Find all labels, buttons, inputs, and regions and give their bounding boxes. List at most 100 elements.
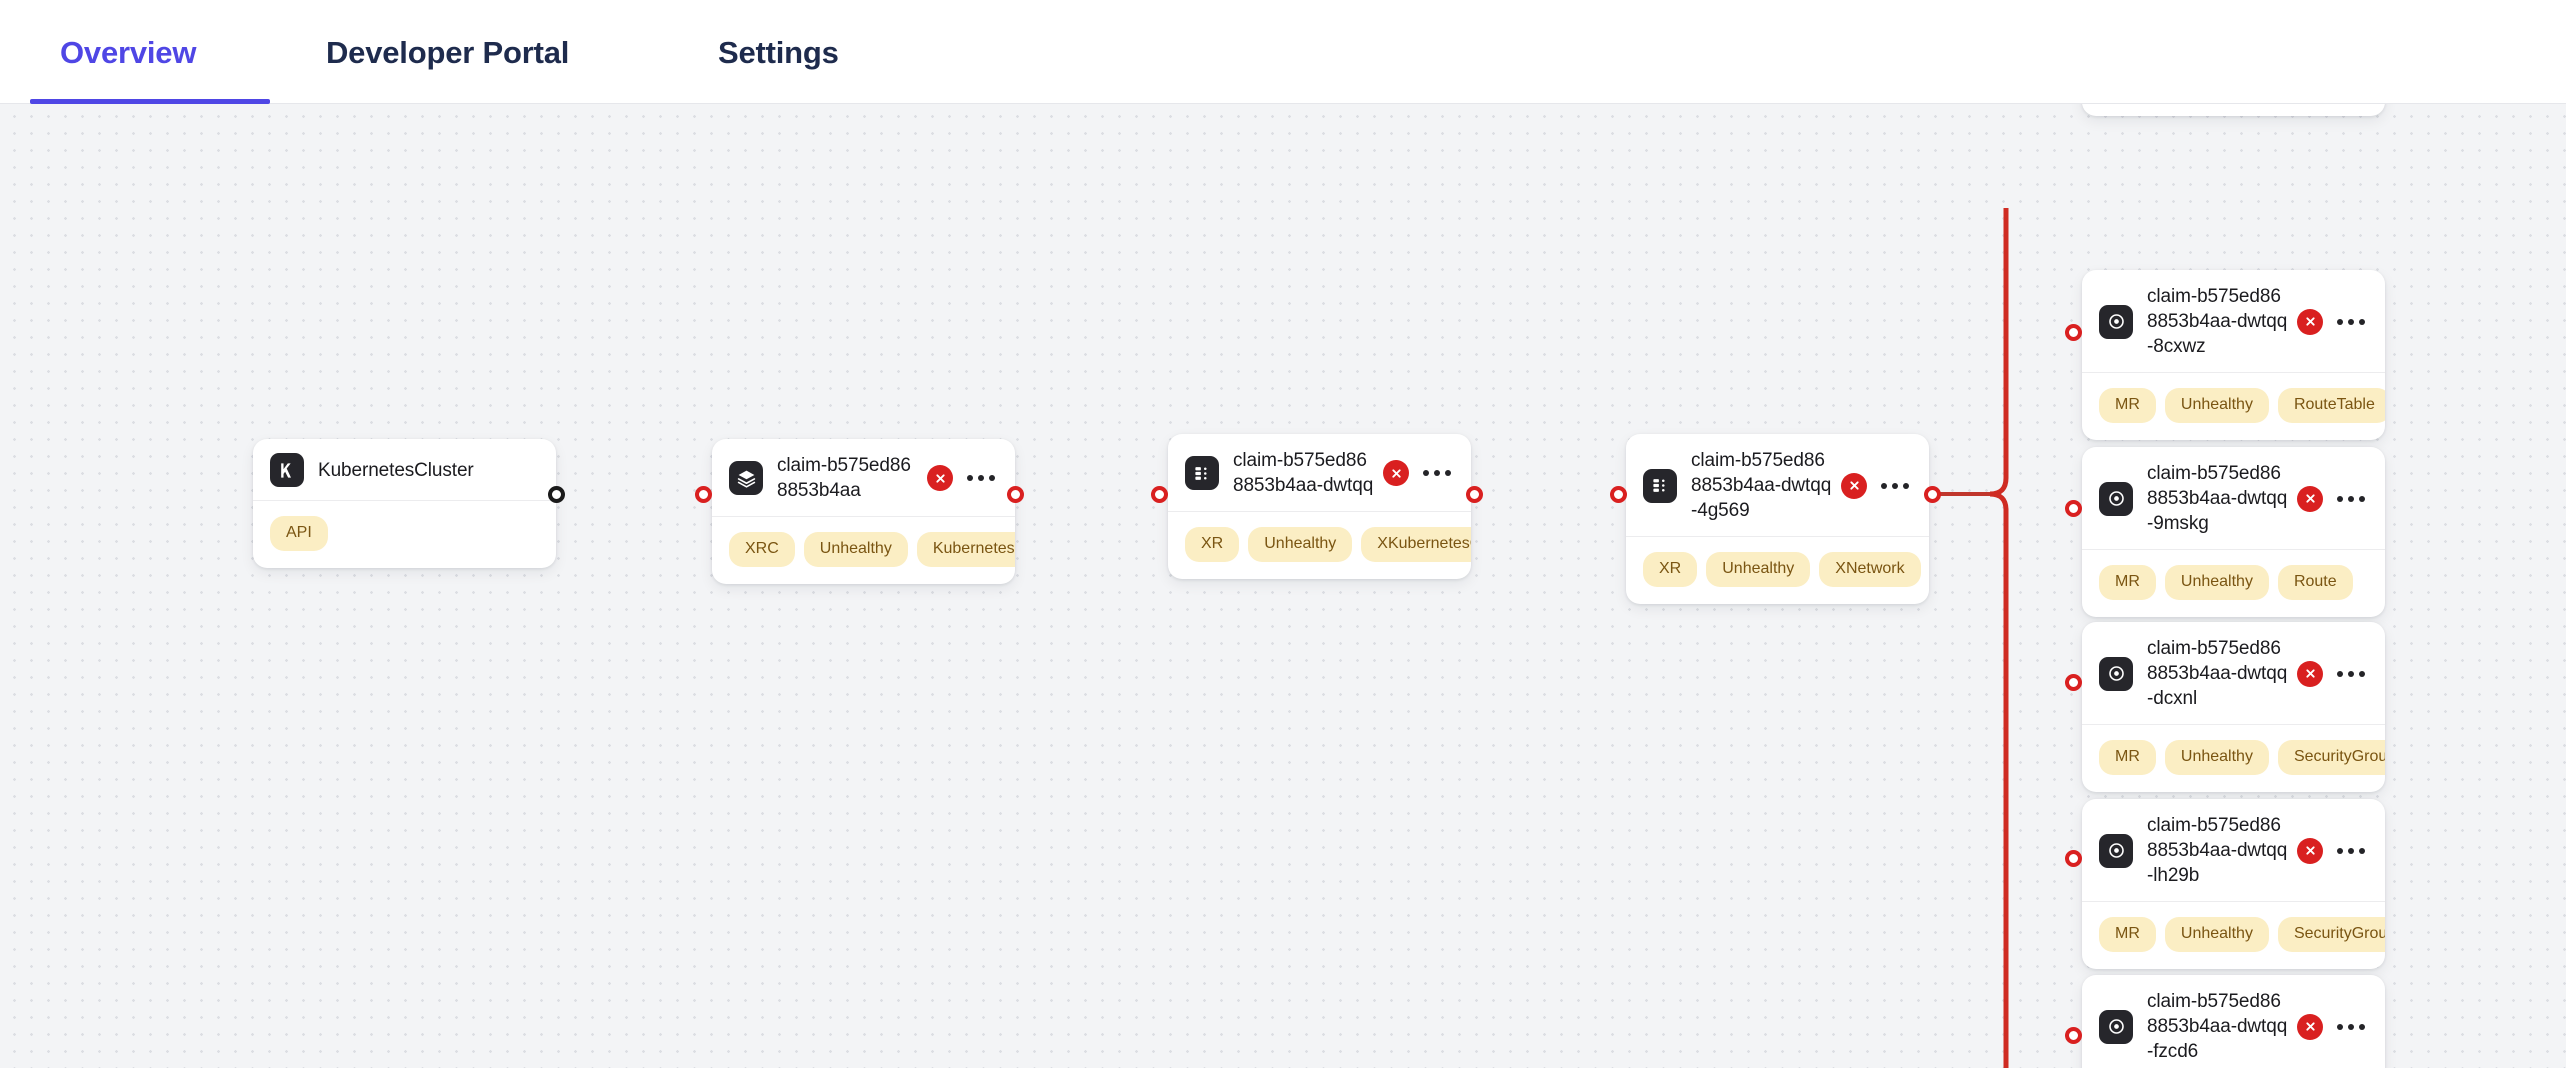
status-badge-unhealthy[interactable] bbox=[2297, 485, 2323, 512]
node-chip-row: XR Unhealthy XKubernetesCluster bbox=[1168, 512, 1471, 579]
target-icon bbox=[2099, 833, 2133, 868]
node-handle-left-mr-dcxnl[interactable] bbox=[2065, 674, 2082, 691]
node-title: claim-b575ed868853b4aa-dwtqq bbox=[1233, 450, 1374, 496]
node-header: claim-b575ed868853b4aa-dwtqq-9mskg bbox=[2082, 447, 2385, 550]
node-card-mr-9mskg[interactable]: claim-b575ed868853b4aa-dwtqq-9mskg MR Un… bbox=[2082, 447, 2385, 617]
node-title: claim-b575ed868853b4aa-dwtqq-fzcd6 bbox=[2147, 991, 2288, 1062]
node-header: claim-b575ed868853b4aa-dwtqq-fzcd6 bbox=[2082, 975, 2385, 1068]
tab-overview[interactable]: Overview bbox=[60, 35, 197, 70]
status-badge-unhealthy[interactable] bbox=[2297, 660, 2323, 687]
node-header: claim-b575ed868853b4aa bbox=[712, 439, 1015, 517]
node-card-claim-dwtqq[interactable]: claim-b575ed868853b4aa-dwtqq XR Unhealth… bbox=[1168, 434, 1471, 579]
chip-kind: MR bbox=[2099, 917, 2156, 952]
kubernetes-icon bbox=[270, 453, 304, 487]
node-header: claim-b575ed868853b4aa-dwtqq-8cxwz bbox=[2082, 270, 2385, 373]
node-menu-button[interactable] bbox=[1879, 477, 1911, 495]
tab-developer-portal[interactable]: Developer Portal bbox=[326, 35, 570, 70]
node-chip-row: MR Unhealthy Route bbox=[2082, 550, 2385, 617]
chip-kind: MR bbox=[2099, 740, 2156, 775]
node-card-claim[interactable]: claim-b575ed868853b4aa XRC Unhealthy Kub… bbox=[712, 439, 1015, 584]
target-icon bbox=[2099, 1009, 2133, 1044]
node-header: claim-b575ed868853b4aa-dwtqq bbox=[1168, 434, 1471, 512]
node-title: KubernetesCluster bbox=[318, 459, 474, 481]
node-handle-left-mr-8cxwz[interactable] bbox=[2065, 324, 2082, 341]
node-card-partial-top[interactable] bbox=[2082, 104, 2385, 116]
main-tab-bar: Overview Developer Portal Settings bbox=[0, 0, 2566, 104]
node-handle-left-claim-dwtqq-4g569[interactable] bbox=[1610, 486, 1627, 503]
node-chip-row: MR Unhealthy SecurityGroupRule bbox=[2082, 902, 2385, 969]
chip-status: Unhealthy bbox=[2164, 388, 2269, 423]
list-rows-icon bbox=[1185, 456, 1219, 490]
node-card-claim-dwtqq-4g569[interactable]: claim-b575ed868853b4aa-dwtqq-4g569 XR Un… bbox=[1626, 434, 1929, 604]
status-badge-unhealthy[interactable] bbox=[1841, 472, 1867, 499]
resource-graph-canvas[interactable]: KubernetesCluster API claim-b575ed868853… bbox=[0, 104, 2566, 1068]
status-badge-unhealthy[interactable] bbox=[2297, 1013, 2323, 1040]
node-menu-button[interactable] bbox=[2335, 313, 2367, 331]
node-title: claim-b575ed868853b4aa bbox=[777, 455, 911, 501]
chip-status: Unhealthy bbox=[2164, 565, 2269, 600]
node-handle-left-mr-fzcd6[interactable] bbox=[2065, 1027, 2082, 1044]
node-menu-button[interactable] bbox=[2335, 842, 2367, 860]
node-header: claim-b575ed868853b4aa-dwtqq-lh29b bbox=[2082, 799, 2385, 902]
chip-resource: XKubernetesCluster bbox=[1361, 527, 1471, 562]
chip-kind: MR bbox=[2099, 388, 2156, 423]
node-title: claim-b575ed868853b4aa-dwtqq-8cxwz bbox=[2147, 286, 2288, 357]
node-chip-row: MR Unhealthy RouteTable bbox=[2082, 373, 2385, 440]
node-handle-left-mr-9mskg[interactable] bbox=[2065, 500, 2082, 517]
chip-kind: XRC bbox=[729, 532, 795, 567]
node-handle-left-claim[interactable] bbox=[695, 486, 712, 503]
chip-resource: Route bbox=[2277, 565, 2353, 600]
chip-kind: API bbox=[270, 516, 328, 551]
node-chip-row: XR Unhealthy XNetwork bbox=[1626, 537, 1929, 604]
status-badge-unhealthy[interactable] bbox=[1383, 460, 1409, 486]
status-badge-unhealthy[interactable] bbox=[2297, 837, 2323, 864]
node-handle-right-claim-dwtqq-4g569[interactable] bbox=[1924, 486, 1941, 503]
node-title: claim-b575ed868853b4aa-dwtqq-9mskg bbox=[2147, 463, 2288, 534]
target-icon bbox=[2099, 304, 2133, 339]
node-handle-right-claim[interactable] bbox=[1007, 486, 1024, 503]
chip-status: Unhealthy bbox=[2164, 740, 2269, 775]
chip-resource: SecurityGroupRule bbox=[2277, 740, 2385, 775]
node-menu-button[interactable] bbox=[2335, 665, 2367, 683]
chip-resource: SecurityGroupRule bbox=[2277, 917, 2385, 952]
chip-resource: KubernetesCluster bbox=[916, 532, 1015, 567]
node-title: claim-b575ed868853b4aa-dwtqq-dcxnl bbox=[2147, 638, 2288, 709]
chip-kind: XR bbox=[1643, 552, 1698, 587]
target-icon bbox=[2099, 656, 2133, 691]
chip-status: Unhealthy bbox=[1706, 552, 1811, 587]
status-badge-unhealthy[interactable] bbox=[927, 465, 953, 491]
node-header: KubernetesCluster bbox=[253, 439, 556, 501]
node-title: claim-b575ed868853b4aa-dwtqq-lh29b bbox=[2147, 815, 2288, 886]
node-handle-left-mr-lh29b[interactable] bbox=[2065, 850, 2082, 867]
node-card-mr-8cxwz[interactable]: claim-b575ed868853b4aa-dwtqq-8cxwz MR Un… bbox=[2082, 270, 2385, 440]
node-chip-row: MR Unhealthy SecurityGroupRule bbox=[2082, 725, 2385, 792]
chip-resource: XNetwork bbox=[1819, 552, 1921, 587]
chip-kind: XR bbox=[1185, 527, 1240, 562]
node-chip-row: API bbox=[253, 501, 556, 568]
chip-status: Unhealthy bbox=[803, 532, 908, 567]
node-card-mr-fzcd6[interactable]: claim-b575ed868853b4aa-dwtqq-fzcd6 MR Un… bbox=[2082, 975, 2385, 1068]
active-tab-indicator bbox=[30, 99, 270, 104]
node-header: claim-b575ed868853b4aa-dwtqq-dcxnl bbox=[2082, 622, 2385, 725]
status-badge-unhealthy[interactable] bbox=[2297, 308, 2323, 335]
node-handle-right-claim-dwtqq[interactable] bbox=[1466, 486, 1483, 503]
tab-settings[interactable]: Settings bbox=[718, 35, 839, 70]
node-handle-left-claim-dwtqq[interactable] bbox=[1151, 486, 1168, 503]
node-menu-button[interactable] bbox=[965, 469, 997, 487]
target-icon bbox=[2099, 481, 2133, 516]
chip-status: Unhealthy bbox=[1248, 527, 1353, 562]
node-card-mr-lh29b[interactable]: claim-b575ed868853b4aa-dwtqq-lh29b MR Un… bbox=[2082, 799, 2385, 969]
node-title: claim-b575ed868853b4aa-dwtqq-4g569 bbox=[1691, 450, 1832, 521]
node-handle-right-kubernetes-cluster[interactable] bbox=[548, 486, 565, 503]
node-menu-button[interactable] bbox=[2335, 490, 2367, 508]
chip-status: Unhealthy bbox=[2164, 917, 2269, 952]
layers-icon bbox=[729, 461, 763, 495]
node-card-mr-dcxnl[interactable]: claim-b575ed868853b4aa-dwtqq-dcxnl MR Un… bbox=[2082, 622, 2385, 792]
node-menu-button[interactable] bbox=[2335, 1018, 2367, 1036]
chip-kind: MR bbox=[2099, 565, 2156, 600]
node-menu-button[interactable] bbox=[1421, 464, 1453, 482]
node-chip-row: XRC Unhealthy KubernetesCluster bbox=[712, 517, 1015, 584]
node-header: claim-b575ed868853b4aa-dwtqq-4g569 bbox=[1626, 434, 1929, 537]
list-rows-icon bbox=[1643, 468, 1677, 503]
node-card-kubernetes-cluster[interactable]: KubernetesCluster API bbox=[253, 439, 556, 568]
